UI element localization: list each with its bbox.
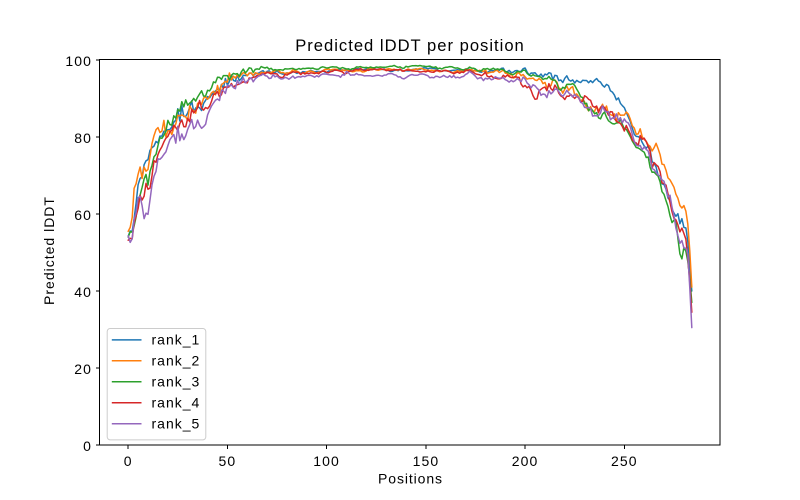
- svg-text:250: 250: [611, 453, 638, 469]
- svg-text:150: 150: [413, 453, 440, 469]
- svg-text:0: 0: [124, 453, 133, 469]
- svg-text:rank_3: rank_3: [152, 374, 201, 390]
- svg-text:rank_2: rank_2: [152, 353, 201, 369]
- svg-text:Predicted lDDT per position: Predicted lDDT per position: [295, 36, 525, 55]
- svg-text:rank_4: rank_4: [152, 395, 201, 411]
- svg-text:0: 0: [83, 438, 92, 454]
- svg-text:100: 100: [313, 453, 340, 469]
- svg-text:Predicted lDDT: Predicted lDDT: [41, 196, 57, 305]
- svg-text:rank_1: rank_1: [152, 332, 201, 348]
- svg-text:Positions: Positions: [378, 471, 443, 487]
- svg-text:200: 200: [512, 453, 539, 469]
- svg-text:80: 80: [74, 130, 92, 146]
- svg-text:rank_5: rank_5: [152, 416, 201, 432]
- svg-text:100: 100: [65, 53, 92, 69]
- svg-text:20: 20: [74, 361, 92, 377]
- svg-text:60: 60: [74, 207, 92, 223]
- svg-text:50: 50: [219, 453, 237, 469]
- svg-text:40: 40: [74, 284, 92, 300]
